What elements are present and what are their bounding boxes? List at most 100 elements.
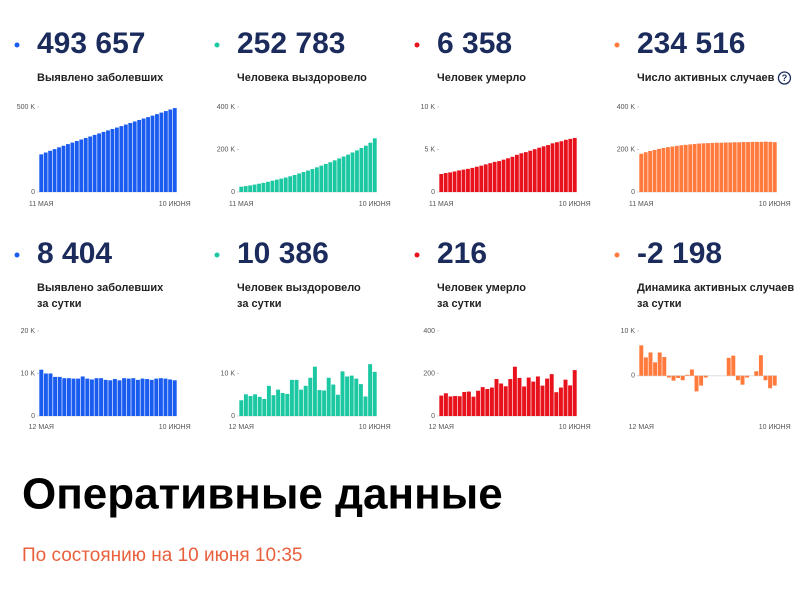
bar xyxy=(528,150,533,192)
bar xyxy=(66,378,71,416)
bar xyxy=(643,357,648,376)
y-tick-label: 0 xyxy=(431,413,435,420)
bar xyxy=(701,143,706,192)
bar xyxy=(88,136,93,192)
y-tick-label: 500 K xyxy=(17,104,36,111)
bar xyxy=(266,181,270,192)
bar xyxy=(66,144,70,192)
bar xyxy=(43,152,48,192)
bar xyxy=(310,169,315,192)
bar xyxy=(323,163,328,192)
y-tick-label: 10 K xyxy=(21,370,36,377)
y-tick-label: 0 xyxy=(231,413,235,420)
bar xyxy=(683,144,688,192)
bar xyxy=(643,152,648,192)
bar xyxy=(671,375,676,381)
bar xyxy=(276,389,281,416)
bar xyxy=(497,161,502,192)
card-label: Человека выздоровело xyxy=(237,72,367,84)
bar xyxy=(137,119,142,192)
headline-value: 8 404 xyxy=(37,237,112,270)
y-tick-label: 400 K xyxy=(617,104,636,111)
headline-value: 493 657 xyxy=(37,27,145,60)
bar xyxy=(755,141,759,192)
bar xyxy=(772,375,777,386)
bar xyxy=(685,374,690,376)
y-tick-label: 0 xyxy=(31,189,35,196)
bar xyxy=(728,142,733,192)
bar xyxy=(479,165,484,192)
bar xyxy=(359,148,364,192)
bar xyxy=(103,379,108,416)
card-label: Человек выздоровело xyxy=(237,282,361,294)
bar xyxy=(341,156,346,192)
bar xyxy=(494,379,499,416)
card-label: Выявлено заболевших xyxy=(37,72,164,84)
bar xyxy=(43,373,48,416)
bar xyxy=(83,138,88,192)
card-label: Человек умерло xyxy=(437,282,526,294)
bar xyxy=(319,165,324,192)
bar xyxy=(350,152,355,192)
bar xyxy=(53,376,58,416)
bar xyxy=(71,378,76,416)
bar xyxy=(471,396,476,416)
x-tick-label: 10 ИЮНЯ xyxy=(559,424,591,431)
y-tick-label: 10 K xyxy=(421,104,436,111)
bar xyxy=(535,376,540,416)
bar xyxy=(726,357,731,376)
bar xyxy=(39,154,44,192)
bar xyxy=(532,149,537,192)
bar xyxy=(89,379,94,416)
bar xyxy=(563,379,568,416)
bar xyxy=(559,141,564,192)
x-tick-label: 10 ИЮНЯ xyxy=(759,201,791,208)
headline-value: 216 xyxy=(437,237,487,270)
bar xyxy=(97,133,102,192)
headline-dot xyxy=(414,252,420,258)
bar xyxy=(346,154,350,192)
y-tick-label: 200 xyxy=(423,370,435,377)
bar xyxy=(239,186,244,192)
bar xyxy=(101,131,106,192)
x-tick-label: 10 ИЮНЯ xyxy=(359,201,391,208)
bar xyxy=(457,170,461,192)
bar xyxy=(466,391,471,416)
bar xyxy=(168,379,173,416)
bar xyxy=(243,186,248,192)
bar xyxy=(126,378,131,416)
x-tick-label: 11 МАЯ xyxy=(229,201,254,208)
card-label: за сутки xyxy=(237,298,282,310)
bar xyxy=(368,142,373,192)
bar xyxy=(759,141,764,192)
y-tick-label: 10 K xyxy=(621,328,636,335)
bar xyxy=(699,375,704,386)
bar xyxy=(555,142,559,192)
bar xyxy=(332,160,337,192)
y-tick-label: 0 xyxy=(431,189,435,196)
headline-dot xyxy=(214,252,220,258)
bar xyxy=(554,392,559,416)
bar xyxy=(541,146,546,192)
bar xyxy=(257,183,261,192)
bar xyxy=(485,389,490,416)
bar xyxy=(172,380,177,416)
bar xyxy=(545,378,550,416)
bar xyxy=(131,378,136,416)
bar xyxy=(79,139,84,192)
bar xyxy=(492,161,497,192)
bar xyxy=(679,145,684,192)
x-tick-label: 12 МАЯ xyxy=(29,424,54,431)
bar xyxy=(470,167,475,192)
bar xyxy=(439,174,444,192)
bar xyxy=(558,387,563,416)
x-tick-label: 11 МАЯ xyxy=(629,201,654,208)
bar xyxy=(243,394,248,416)
headline-dot xyxy=(614,252,620,258)
bar xyxy=(768,375,773,389)
bar xyxy=(741,142,746,192)
bar xyxy=(308,377,313,416)
bar xyxy=(676,375,681,378)
bar xyxy=(763,375,768,381)
bar xyxy=(461,169,466,192)
